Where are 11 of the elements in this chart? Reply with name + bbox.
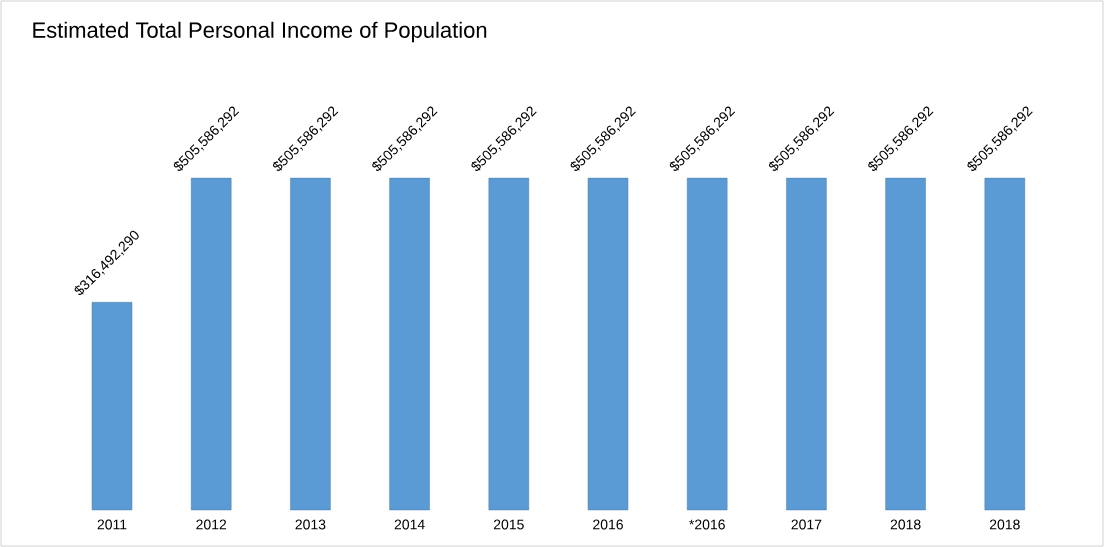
chart-title: Estimated Total Personal Income of Population bbox=[33, 21, 487, 43]
x-tick-label: *2016 bbox=[689, 519, 725, 530]
x-tick-label: 2018 bbox=[989, 519, 1020, 530]
x-tick-label: 2018 bbox=[890, 519, 921, 530]
x-tick-label: 2013 bbox=[295, 519, 326, 530]
x-tick-label: 2014 bbox=[394, 519, 425, 530]
x-tick-label: 2015 bbox=[493, 519, 524, 530]
x-tick-label: 2016 bbox=[593, 519, 623, 530]
x-tick-label: 2017 bbox=[791, 519, 822, 530]
x-tick-label: 2011 bbox=[97, 519, 127, 530]
x-tick-label: 2012 bbox=[196, 519, 227, 530]
